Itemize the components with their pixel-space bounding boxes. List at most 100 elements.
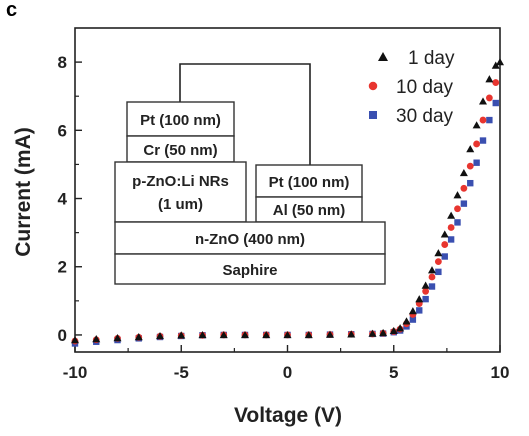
data-point-triangle: [389, 326, 398, 335]
data-point-triangle: [219, 330, 228, 339]
y-tick-label: 6: [58, 121, 67, 140]
data-point-triangle: [304, 330, 313, 339]
data-point-triangle: [408, 307, 417, 315]
data-point-triangle: [496, 58, 504, 66]
layer-nzno-label: n-ZnO (400 nm): [195, 231, 305, 248]
legend-symbol-square: [369, 111, 377, 119]
layer-pt-top-label: Pt (100 nm): [140, 112, 221, 129]
data-point-triangle: [472, 121, 481, 129]
layer-nrs: [114, 161, 247, 223]
data-point-circle: [479, 116, 487, 124]
data-point-circle: [460, 184, 468, 192]
y-tick-label: 2: [58, 258, 67, 277]
data-point-circle: [454, 205, 461, 213]
legend-symbols: [368, 52, 388, 119]
layer-al-label: Al (50 nm): [273, 202, 346, 219]
data-point-triangle: [447, 211, 456, 219]
x-tick-label: -5: [174, 363, 189, 382]
y-axis-title: Current (mA): [12, 127, 35, 257]
data-point-triangle: [421, 281, 430, 289]
data-point-square: [422, 295, 429, 303]
data-point-triangle: [368, 329, 377, 337]
data-point-triangle: [428, 266, 436, 274]
data-point-square: [454, 219, 461, 226]
data-point-square: [486, 116, 493, 124]
data-point-triangle: [156, 331, 164, 340]
data-point-triangle: [198, 330, 207, 339]
device-stack-diagram: Pt (100 nm) Cr (50 nm) p-ZnO:Li NRs (1 u…: [114, 63, 386, 285]
data-point-square: [473, 159, 480, 166]
layer-pt-top: [126, 101, 235, 137]
data-point-triangle: [326, 330, 334, 338]
layer-nrs-label-2: (1 um): [158, 196, 203, 213]
data-point-triangle: [415, 295, 424, 303]
data-point-triangle: [402, 317, 411, 325]
data-point-triangle: [479, 97, 487, 105]
data-point-triangle: [396, 324, 405, 332]
data-point-square: [441, 253, 448, 260]
data-point-square: [492, 99, 499, 107]
contact-wire: [179, 63, 311, 165]
y-tick-label: 0: [58, 326, 67, 345]
x-tick-label: 10: [491, 363, 510, 382]
data-point-triangle: [241, 330, 249, 339]
data-point-square: [479, 137, 487, 144]
data-point-triangle: [440, 230, 449, 238]
data-point-circle: [485, 94, 493, 102]
axis-tick-labels: -10 -5 0 5 10 0 2 4 6 8: [58, 53, 510, 382]
legend-symbol-triangle: [378, 52, 388, 61]
y-tick-label: 4: [58, 190, 68, 209]
layer-substrate-label: Saphire: [222, 262, 277, 279]
data-point-square: [447, 236, 455, 243]
data-point-square: [467, 179, 474, 187]
legend-label-2: 10 day: [396, 77, 454, 98]
legend-symbol-circle: [368, 81, 378, 91]
data-point-triangle: [347, 330, 356, 338]
data-point-circle: [441, 241, 449, 248]
data-point-circle: [473, 140, 481, 148]
layer-cr-label: Cr (50 nm): [143, 142, 217, 159]
layer-pt-right: [255, 164, 363, 198]
data-point-triangle: [283, 330, 292, 339]
layer-nzno: [114, 221, 386, 255]
data-point-triangle: [466, 145, 475, 153]
data-point-circle: [428, 273, 436, 281]
data-point-circle: [466, 162, 474, 170]
panel-letter: c: [6, 0, 17, 21]
data-point-square: [409, 316, 417, 323]
data-point-triangle: [177, 331, 186, 339]
data-point-triangle: [453, 191, 462, 199]
legend-label-1: 1 day: [408, 48, 455, 69]
legend: 1 day 10 day 30 day: [368, 48, 455, 127]
x-axis-title: Voltage (V): [234, 404, 342, 427]
data-point-circle: [422, 287, 430, 295]
x-tick-label: -10: [63, 363, 88, 382]
data-point-triangle: [379, 328, 388, 337]
data-point-triangle: [113, 334, 122, 342]
data-markers: [71, 58, 504, 347]
data-point-square: [460, 200, 468, 207]
axis-ticks: [74, 61, 501, 352]
data-point-triangle: [459, 168, 468, 177]
data-point-triangle: [92, 335, 101, 343]
data-point-triangle: [71, 336, 79, 344]
x-tick-label: 5: [389, 363, 398, 382]
y-tick-label: 8: [58, 53, 67, 72]
data-point-circle: [434, 258, 442, 266]
data-point-triangle: [434, 249, 443, 257]
data-point-triangle: [134, 332, 143, 341]
layer-pt-right-label: Pt (100 nm): [269, 174, 350, 191]
data-point-circle: [447, 224, 455, 231]
layer-nrs-label-1: p-ZnO:Li NRs: [132, 173, 229, 190]
data-point-circle: [492, 79, 500, 86]
data-point-square: [435, 268, 442, 276]
x-tick-label: 0: [283, 363, 292, 382]
layer-substrate: [114, 253, 386, 285]
data-point-triangle: [262, 330, 271, 339]
data-point-square: [428, 283, 436, 290]
data-point-triangle: [491, 61, 500, 69]
legend-label-3: 30 day: [396, 106, 454, 127]
data-point-square: [416, 307, 423, 314]
data-point-triangle: [485, 75, 494, 83]
